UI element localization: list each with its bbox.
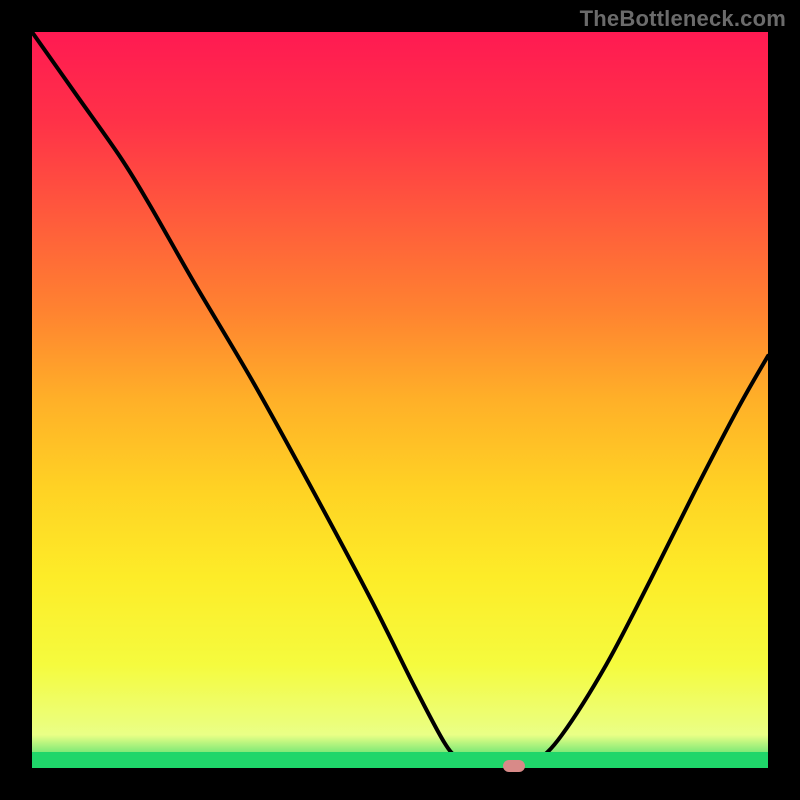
chart-svg [32, 32, 768, 768]
baseline-strip [32, 752, 768, 768]
watermark-text: TheBottleneck.com [580, 6, 786, 32]
optimal-marker [503, 760, 525, 772]
plot-area [32, 32, 768, 768]
